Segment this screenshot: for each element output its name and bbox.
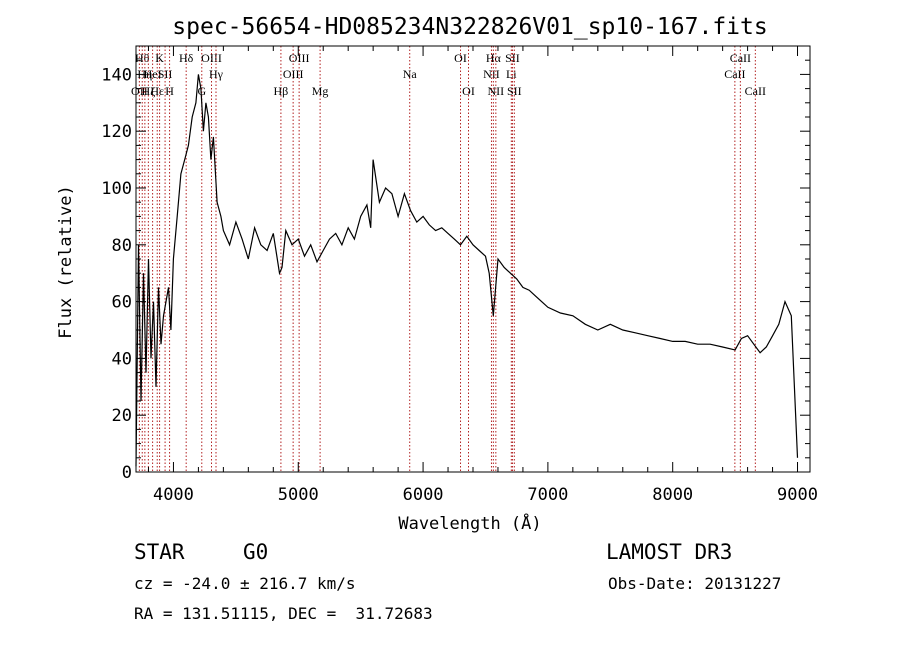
x-tick-label: 4000: [153, 485, 194, 505]
spectrum-line: [135, 74, 799, 467]
redshift-velocity: cz = -24.0 ± 216.7 km/s: [134, 574, 356, 593]
object-class: STAR: [134, 540, 185, 564]
y-tick-label: 40: [112, 349, 132, 369]
x-tick-label: 8000: [652, 485, 693, 505]
marker-label: SII: [158, 67, 173, 81]
marker-label: K: [155, 51, 164, 65]
y-tick-label: 140: [101, 65, 132, 85]
x-axis-label: Wavelength (Å): [398, 512, 541, 534]
marker-label: H: [165, 84, 174, 98]
marker-label: SII: [505, 51, 520, 65]
marker-label: SII: [507, 84, 522, 98]
x-axis: 4000 5000 6000 7000 8000 9000: [147, 46, 818, 505]
marker-label: CaII: [724, 67, 745, 81]
marker-label: OIII: [289, 51, 310, 65]
y-tick-label: 20: [112, 406, 132, 426]
plot-frame: [135, 45, 811, 473]
marker-label: OI: [454, 51, 467, 65]
y-tick-label: 60: [112, 293, 132, 313]
chart-title: spec-56654-HD085234N322826V01_sp10-167.f…: [172, 14, 767, 40]
marker-label: CaII: [745, 84, 766, 98]
y-tick-label: 0: [122, 463, 132, 483]
marker-label: OI: [462, 84, 475, 98]
marker-label: Hζ: [142, 84, 156, 98]
marker-label: Hδ: [179, 51, 194, 65]
marker-label: Na: [403, 67, 418, 81]
y-tick-label: 80: [112, 236, 132, 256]
marker-label: CaII: [730, 51, 751, 65]
marker-label: NII: [483, 67, 500, 81]
y-tick-label: 120: [101, 122, 132, 142]
marker-label: OIII: [201, 51, 222, 65]
coordinates: RA = 131.51115, DEC = 31.72683: [134, 604, 433, 623]
y-axis: 0 20 40 60 80 100 120 140: [101, 59, 810, 483]
marker-label: Hγ: [209, 67, 224, 81]
marker-label: Hε: [150, 84, 164, 98]
x-tick-label: 5000: [278, 485, 319, 505]
x-tick-label: 9000: [777, 485, 818, 505]
marker-label: G: [197, 84, 206, 98]
marker-label: Hθ: [135, 51, 150, 65]
x-tick-label: 6000: [403, 485, 444, 505]
marker-label: OIII: [283, 67, 304, 81]
y-axis-label: Flux (relative): [56, 185, 76, 339]
marker-label: OII: [131, 84, 148, 98]
object-subclass: G0: [243, 540, 269, 564]
observation-date: Obs-Date: 20131227: [608, 574, 782, 593]
spectral-line-markers: OIIHθHηHζHeIHεKSIIHHδGOIIIHγHβOIIIOIIIMg…: [131, 46, 766, 472]
x-tick-label: 7000: [527, 485, 568, 505]
marker-label: NII: [488, 84, 505, 98]
spectrum-series: [135, 74, 799, 467]
marker-label: Hα: [486, 51, 502, 65]
marker-label: Li: [506, 67, 517, 81]
marker-label: Hβ: [274, 84, 289, 98]
marker-label: Mg: [312, 84, 329, 98]
survey-name: LAMOST DR3: [606, 540, 733, 564]
y-tick-label: 100: [101, 179, 132, 199]
